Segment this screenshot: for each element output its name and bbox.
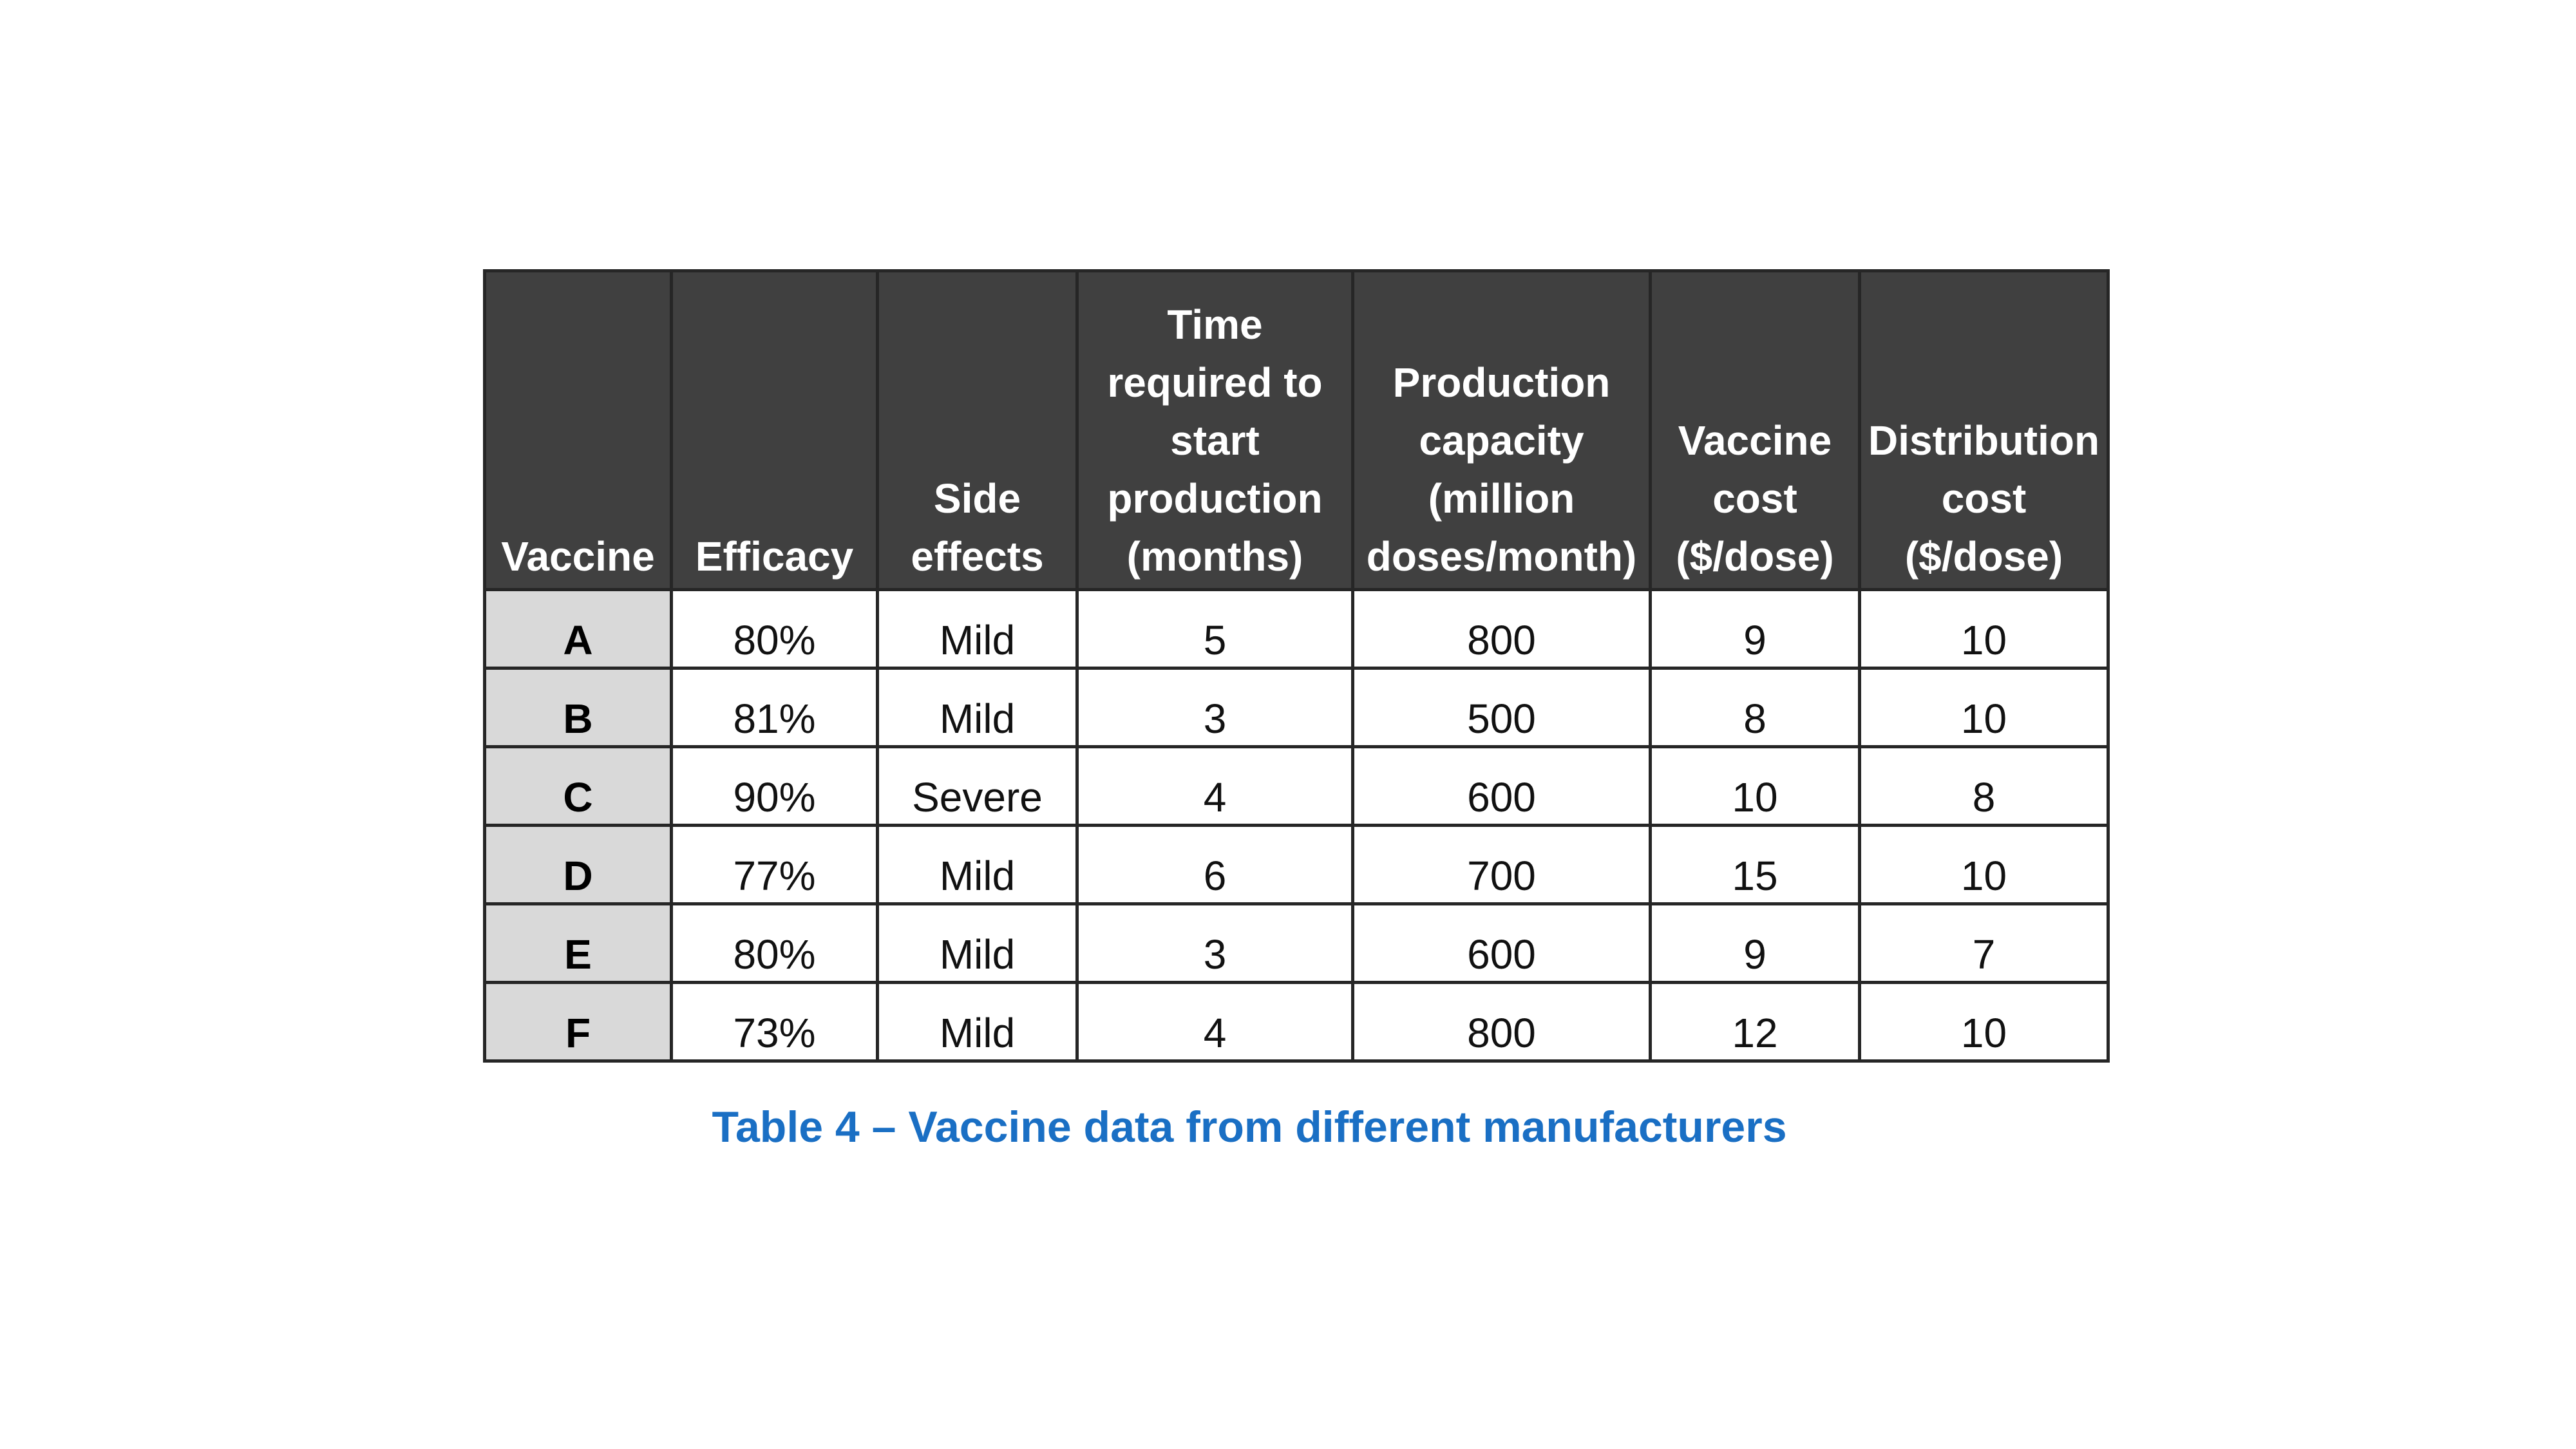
row-label: E [483, 902, 673, 984]
time-cell: 4 [1075, 745, 1354, 827]
header-vaccine: Vaccine [483, 269, 673, 591]
side-effects-cell: Mild [876, 902, 1079, 984]
efficacy-cell: 81% [670, 667, 879, 748]
vaccine-cost-cell: 10 [1649, 745, 1861, 827]
time-cell: 4 [1075, 981, 1354, 1063]
side-effects-cell: Mild [876, 588, 1079, 670]
side-effects-cell: Severe [876, 745, 1079, 827]
vaccine-cost-cell: 9 [1649, 902, 1861, 984]
time-cell: 3 [1075, 667, 1354, 748]
table-header: Vaccine Efficacy Side effects Time requi… [483, 269, 2110, 591]
table-row: F 73% Mild 4 800 12 10 [483, 981, 2110, 1063]
capacity-cell: 700 [1351, 824, 1652, 905]
distribution-cost-cell: 7 [1858, 902, 2110, 984]
vaccine-cost-cell: 12 [1649, 981, 1861, 1063]
header-efficacy: Efficacy [670, 269, 879, 591]
capacity-cell: 500 [1351, 667, 1652, 748]
capacity-cell: 600 [1351, 902, 1652, 984]
efficacy-cell: 90% [670, 745, 879, 827]
capacity-cell: 800 [1351, 981, 1652, 1063]
efficacy-cell: 77% [670, 824, 879, 905]
distribution-cost-cell: 10 [1858, 667, 2110, 748]
header-vaccine-cost: Vaccine cost ($/dose) [1649, 269, 1861, 591]
header-production-capacity: Production capacity (million doses/month… [1351, 269, 1652, 591]
header-row: Vaccine Efficacy Side effects Time requi… [483, 269, 2110, 591]
table-row: C 90% Severe 4 600 10 8 [483, 745, 2110, 827]
distribution-cost-cell: 10 [1858, 981, 2110, 1063]
vaccine-data-table: Vaccine Efficacy Side effects Time requi… [483, 269, 2110, 1063]
capacity-cell: 800 [1351, 588, 1652, 670]
time-cell: 6 [1075, 824, 1354, 905]
efficacy-cell: 73% [670, 981, 879, 1063]
distribution-cost-cell: 8 [1858, 745, 2110, 827]
time-cell: 3 [1075, 902, 1354, 984]
header-distribution-cost: Distribution cost ($/dose) [1858, 269, 2110, 591]
vaccine-cost-cell: 8 [1649, 667, 1861, 748]
efficacy-cell: 80% [670, 588, 879, 670]
header-side-effects: Side effects [876, 269, 1079, 591]
table-row: E 80% Mild 3 600 9 7 [483, 902, 2110, 984]
table-caption: Table 4 – Vaccine data from different ma… [712, 1103, 1787, 1151]
table-body: A 80% Mild 5 800 9 10 B 81% Mild 3 500 8… [483, 588, 2110, 1063]
row-label: B [483, 667, 673, 748]
capacity-cell: 600 [1351, 745, 1652, 827]
header-time-to-production: Time required to start production (month… [1075, 269, 1354, 591]
vaccine-cost-cell: 15 [1649, 824, 1861, 905]
distribution-cost-cell: 10 [1858, 824, 2110, 905]
distribution-cost-cell: 10 [1858, 588, 2110, 670]
table-row: A 80% Mild 5 800 9 10 [483, 588, 2110, 670]
side-effects-cell: Mild [876, 981, 1079, 1063]
efficacy-cell: 80% [670, 902, 879, 984]
row-label: D [483, 824, 673, 905]
side-effects-cell: Mild [876, 824, 1079, 905]
row-label: C [483, 745, 673, 827]
table-row: D 77% Mild 6 700 15 10 [483, 824, 2110, 905]
row-label: F [483, 981, 673, 1063]
row-label: A [483, 588, 673, 670]
table-row: B 81% Mild 3 500 8 10 [483, 667, 2110, 748]
time-cell: 5 [1075, 588, 1354, 670]
side-effects-cell: Mild [876, 667, 1079, 748]
vaccine-cost-cell: 9 [1649, 588, 1861, 670]
